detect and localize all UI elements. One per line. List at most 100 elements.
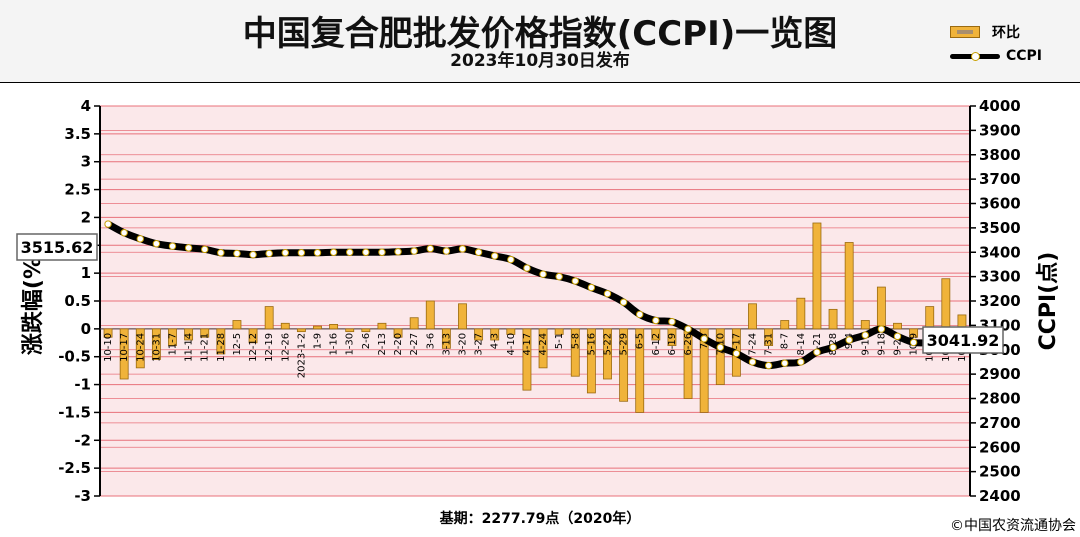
x-tick-label: 9-25 (893, 333, 904, 356)
grid-band (100, 106, 970, 134)
legend: 环比 CCPI (950, 20, 1075, 68)
grid-band (100, 301, 970, 329)
ccpi-point (781, 359, 789, 367)
x-tick-label: 2-13 (377, 333, 388, 356)
bar (909, 328, 919, 338)
x-tick-label: 8-21 (812, 333, 823, 356)
bar (280, 322, 290, 330)
bar (860, 320, 870, 330)
x-tick-label: 5-16 (586, 333, 597, 356)
bar (441, 328, 451, 349)
x-tick-label: 3-13 (441, 333, 452, 356)
last-value-callout-text: 3041.92 (927, 331, 1000, 350)
y-tick-label: 3.5 (64, 125, 91, 143)
bar (232, 320, 242, 330)
legend-item-line: CCPI (950, 44, 1075, 68)
bar (296, 328, 306, 333)
x-tick-label: 12-26 (280, 333, 291, 362)
ccpi-point (233, 249, 241, 258)
ccpi-point (297, 249, 306, 257)
bar (941, 278, 951, 330)
grid-band (100, 412, 970, 441)
x-tick-label: 12-12 (248, 333, 259, 362)
y2-tick-label: 3600 (979, 195, 1021, 213)
bar (715, 328, 725, 385)
grid-band (100, 356, 970, 385)
x-tick-label: 4-3 (490, 333, 501, 349)
bar (506, 328, 516, 335)
ccpi-point (378, 248, 386, 256)
chart-header: 中国复合肥批发价格指数(CCPI)一览图 2023年10月30日发布 环比 CC… (0, 0, 1080, 83)
y-tick-label: -0.5 (58, 348, 91, 366)
x-tick-label: 10-17 (119, 333, 130, 362)
y2-tick-label: 2900 (979, 365, 1021, 383)
last-value-callout-box (922, 326, 1004, 354)
grid-band (100, 273, 970, 301)
x-tick-label: 6-19 (667, 333, 678, 356)
x-tick-label: 2-27 (409, 333, 420, 356)
ccpi-point (394, 248, 402, 256)
grid-band (100, 161, 970, 190)
ccpi-point (249, 250, 257, 259)
bar (876, 286, 886, 330)
x-tick-label: 2023-1-2 (296, 333, 307, 378)
x-tick-label: 5-22 (603, 333, 614, 356)
ccpi-point (861, 331, 869, 339)
y2-tick-label: 2600 (979, 438, 1021, 456)
ccpi-point (458, 245, 467, 253)
y-tick-label: 0 (81, 320, 91, 338)
y2-tick-label: 2800 (979, 390, 1021, 408)
ccpi-point (829, 343, 837, 352)
y-tick-label: -1.5 (58, 403, 91, 421)
bar (635, 328, 645, 413)
bar (425, 300, 435, 330)
ccpi-point (120, 229, 128, 237)
ccpi-point (539, 270, 547, 278)
grid-group (100, 105, 970, 497)
bar (667, 328, 677, 346)
ccpi-point (555, 272, 563, 281)
bar (474, 328, 484, 341)
x-tick-label: 2-20 (393, 333, 404, 356)
bar (925, 306, 935, 330)
ccpi-point (587, 283, 596, 292)
ccpi-point (893, 332, 902, 341)
ccpi-point (491, 252, 499, 260)
bar (490, 328, 500, 341)
ccpi-point (281, 249, 289, 257)
y2-tick-label: 2700 (979, 414, 1021, 432)
y2-axis-label: CCPI(点) (1035, 252, 1061, 351)
grid-band (100, 468, 970, 496)
bar (603, 328, 612, 380)
ccpi-point (668, 318, 676, 326)
ccpi-point (845, 336, 853, 344)
x-tick-label: 5-29 (619, 333, 630, 356)
x-tick-label: 6-26 (683, 333, 694, 356)
grid-band (100, 440, 970, 469)
bar (135, 328, 145, 369)
ccpi-point (877, 325, 886, 333)
x-tick-label: 12-5 (232, 333, 243, 356)
bar (522, 328, 532, 391)
x-tick-label: 3-27 (474, 333, 485, 356)
bar (313, 325, 322, 330)
ccpi-point (909, 338, 918, 347)
ccpi-point (619, 298, 628, 306)
ccpi-point (265, 249, 273, 258)
bar (796, 297, 806, 330)
y2-tick-label: 4000 (979, 97, 1021, 115)
y-tick-label: 0.5 (64, 292, 91, 310)
bar (619, 328, 629, 402)
ccpi-point (474, 248, 483, 256)
x-tick-label: 1-9 (313, 333, 324, 349)
bar (409, 317, 419, 330)
x-tick-label: 1-16 (329, 333, 340, 356)
x-tick-label: 6-5 (635, 333, 646, 349)
y2-tick-label: 2400 (979, 487, 1021, 505)
bar (248, 328, 258, 344)
bar (264, 306, 274, 330)
bar (828, 308, 838, 330)
x-tick-label: 2-6 (361, 333, 372, 349)
bar (586, 328, 596, 394)
